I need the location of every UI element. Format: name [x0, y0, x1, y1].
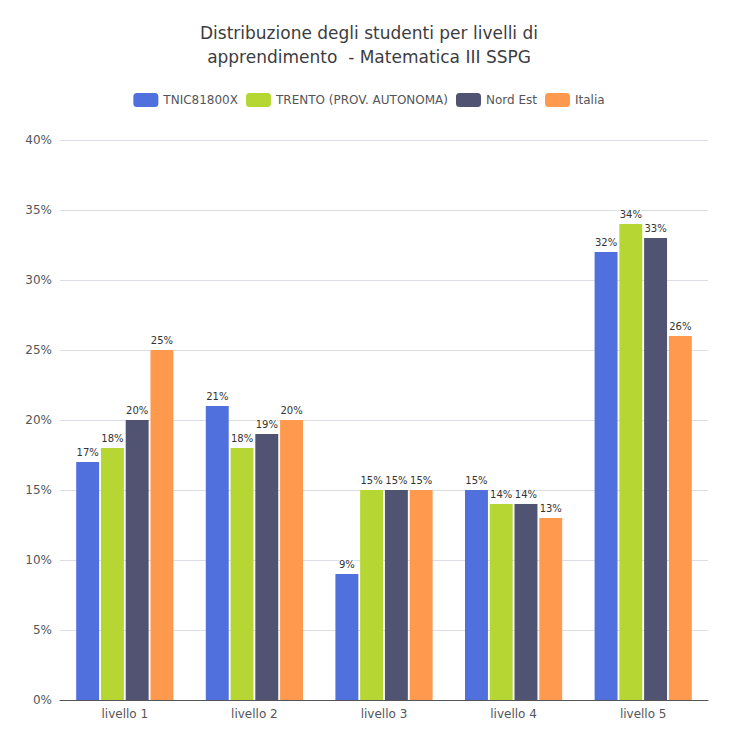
svg-text:0%: 0% — [33, 693, 52, 707]
svg-text:25%: 25% — [25, 343, 52, 357]
svg-text:10%: 10% — [25, 553, 52, 567]
svg-text:20%: 20% — [25, 413, 52, 427]
svg-text:17%: 17% — [77, 447, 99, 458]
svg-text:20%: 20% — [280, 405, 302, 416]
svg-text:30%: 30% — [25, 273, 52, 287]
svg-text:18%: 18% — [231, 433, 253, 444]
svg-text:20%: 20% — [126, 405, 148, 416]
svg-text:15%: 15% — [465, 475, 487, 486]
svg-text:18%: 18% — [101, 433, 123, 444]
svg-text:livello 2: livello 2 — [231, 707, 278, 721]
svg-text:TRENTO (PROV. AUTONOMA): TRENTO (PROV. AUTONOMA) — [275, 93, 448, 107]
svg-text:32%: 32% — [595, 237, 617, 248]
svg-text:livello 5: livello 5 — [620, 707, 667, 721]
svg-text:Distribuzione degli studenti p: Distribuzione degli studenti per livelli… — [200, 23, 538, 43]
svg-text:21%: 21% — [206, 391, 228, 402]
svg-text:19%: 19% — [256, 419, 278, 430]
svg-text:15%: 15% — [410, 475, 432, 486]
svg-text:livello 4: livello 4 — [490, 707, 537, 721]
svg-text:40%: 40% — [25, 133, 52, 147]
svg-text:apprendimento - Matematica II: apprendimento - Matematica III SSPG — [207, 47, 531, 67]
svg-text:14%: 14% — [515, 489, 537, 500]
svg-text:15%: 15% — [25, 483, 52, 497]
svg-text:15%: 15% — [361, 475, 383, 486]
svg-text:9%: 9% — [339, 559, 355, 570]
svg-text:Nord Est: Nord Est — [486, 93, 537, 107]
svg-text:5%: 5% — [33, 623, 52, 637]
svg-text:25%: 25% — [151, 335, 173, 346]
svg-text:35%: 35% — [25, 203, 52, 217]
svg-text:13%: 13% — [540, 503, 562, 514]
svg-text:34%: 34% — [620, 209, 642, 220]
svg-text:14%: 14% — [490, 489, 512, 500]
svg-text:livello 1: livello 1 — [101, 707, 148, 721]
svg-text:livello 3: livello 3 — [361, 707, 408, 721]
svg-text:Italia: Italia — [575, 93, 605, 107]
svg-text:15%: 15% — [385, 475, 407, 486]
svg-text:TNIC81800X: TNIC81800X — [162, 93, 238, 107]
svg-text:26%: 26% — [669, 321, 691, 332]
svg-text:33%: 33% — [644, 223, 666, 234]
